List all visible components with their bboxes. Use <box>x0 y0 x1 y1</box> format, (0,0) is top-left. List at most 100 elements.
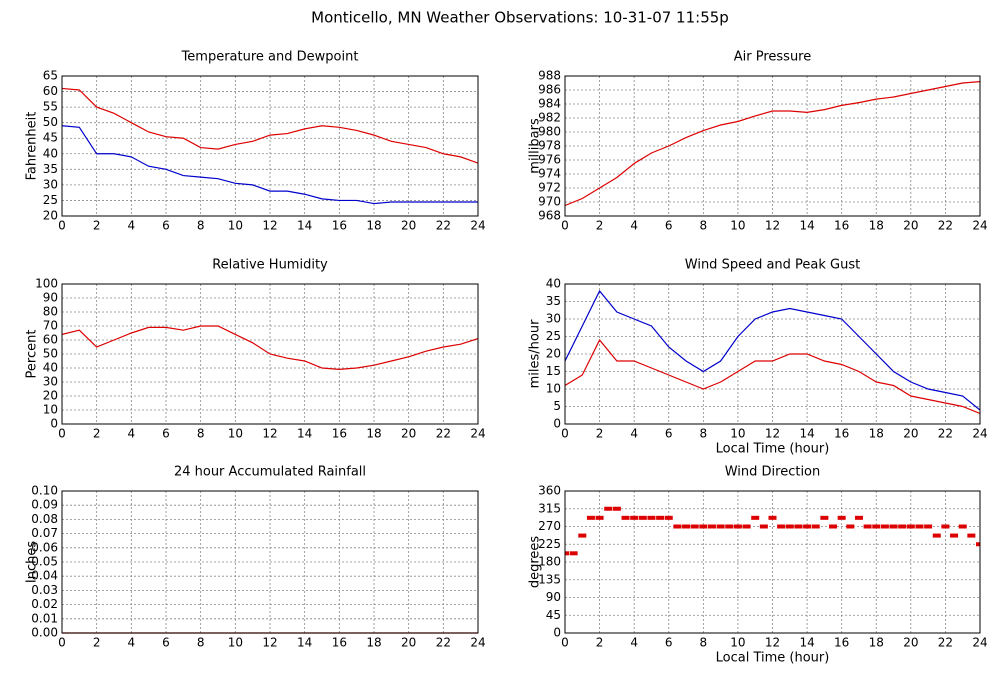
x-tick-label: 18 <box>366 636 381 650</box>
data-point <box>664 515 673 520</box>
plot-frame <box>564 490 981 634</box>
data-point <box>699 524 708 529</box>
data-point <box>872 524 881 529</box>
x-tick-label: 16 <box>332 427 347 441</box>
y-tick-label: 10 <box>546 382 561 396</box>
x-tick-label: 12 <box>262 427 277 441</box>
x-tick-label: 22 <box>938 219 953 233</box>
data-point <box>924 524 933 529</box>
y-tick-label: 45 <box>546 608 561 622</box>
x-tick-label: 0 <box>58 636 66 650</box>
y-tick-label: 0.10 <box>31 484 58 498</box>
plot-marks <box>565 289 980 415</box>
x-axis-label: Local Time (hour) <box>716 651 830 666</box>
x-tick-label: 20 <box>903 427 918 441</box>
x-tick-label: 8 <box>197 219 205 233</box>
y-tick-label: 90 <box>43 291 58 305</box>
data-point <box>751 515 760 520</box>
plot-frame <box>61 490 479 634</box>
y-tick-label: 978 <box>538 139 561 153</box>
data-point <box>932 533 941 538</box>
x-tick-label: 14 <box>297 427 312 441</box>
x-tick-label: 24 <box>972 219 987 233</box>
x-tick-label: 2 <box>596 636 604 650</box>
data-point <box>898 524 907 529</box>
x-tick-label: 8 <box>197 636 205 650</box>
data-point <box>768 515 777 520</box>
y-tick-label: 974 <box>538 167 561 181</box>
x-tick-label: 12 <box>765 219 780 233</box>
data-point <box>820 515 829 520</box>
x-tick-label: 6 <box>665 636 673 650</box>
data-point <box>915 524 924 529</box>
x-tick-label: 10 <box>730 219 745 233</box>
x-tick-label: 20 <box>903 219 918 233</box>
y-tick-label: 315 <box>538 501 561 515</box>
data-point <box>863 524 872 529</box>
chart-title: Wind Speed and Peak Gust <box>685 258 860 273</box>
x-tick-label: 8 <box>700 636 708 650</box>
x-tick-label: 20 <box>401 636 416 650</box>
data-point <box>846 524 855 529</box>
y-tick-label: 0.03 <box>31 583 58 597</box>
y-tick-label: 0.05 <box>31 555 58 569</box>
y-tick-label: 980 <box>538 125 561 139</box>
data-point <box>716 524 725 529</box>
y-tick-label: 40 <box>43 146 58 160</box>
x-tick-label: 2 <box>93 219 101 233</box>
data-point <box>889 524 898 529</box>
y-tick-label: 30 <box>43 177 58 191</box>
x-tick-label: 4 <box>630 219 638 233</box>
y-axis-label: millibars <box>528 118 543 174</box>
data-line <box>565 81 980 207</box>
x-tick-label: 10 <box>228 427 243 441</box>
y-tick-label: 5 <box>553 399 561 413</box>
y-tick-label: 225 <box>538 537 561 551</box>
chart-title: Temperature and Dewpoint <box>181 50 359 65</box>
y-tick-label: 80 <box>43 305 58 319</box>
y-axis-label: Fahrenheit <box>25 112 40 181</box>
data-point <box>976 542 980 547</box>
plot-marks <box>62 325 478 371</box>
y-tick-label: 25 <box>43 193 58 207</box>
x-tick-label: 8 <box>197 427 205 441</box>
x-tick-label: 18 <box>869 427 884 441</box>
y-tick-label: 0 <box>553 417 561 431</box>
y-tick-label: 0.08 <box>31 512 58 526</box>
x-tick-label: 22 <box>436 636 451 650</box>
y-tick-label: 20 <box>43 209 58 223</box>
y-tick-label: 986 <box>538 83 561 97</box>
y-axis-label: Inches <box>25 541 40 583</box>
data-point <box>811 524 820 529</box>
data-point <box>621 515 630 520</box>
y-tick-label: 0 <box>50 417 58 431</box>
data-point <box>595 515 604 520</box>
x-tick-label: 2 <box>93 427 101 441</box>
chart-title: Air Pressure <box>734 50 812 65</box>
data-point <box>612 506 621 511</box>
data-point <box>803 524 812 529</box>
data-point <box>950 533 959 538</box>
y-tick-label: 270 <box>538 519 561 533</box>
x-tick-label: 4 <box>128 636 136 650</box>
chart-title: Relative Humidity <box>212 258 328 273</box>
data-point <box>967 533 976 538</box>
y-tick-label: 20 <box>43 389 58 403</box>
data-point <box>733 524 742 529</box>
x-tick-label: 20 <box>401 219 416 233</box>
y-tick-label: 30 <box>546 312 561 326</box>
data-point <box>682 524 691 529</box>
x-tick-label: 4 <box>630 636 638 650</box>
chart-title: Wind Direction <box>725 465 821 480</box>
data-point <box>941 524 950 529</box>
data-point <box>707 524 716 529</box>
data-point <box>578 533 587 538</box>
data-point <box>759 524 768 529</box>
data-point <box>565 551 569 556</box>
x-tick-label: 18 <box>869 219 884 233</box>
y-tick-label: 25 <box>546 329 561 343</box>
data-point <box>837 515 846 520</box>
data-point <box>569 551 578 556</box>
y-tick-label: 360 <box>538 484 561 498</box>
